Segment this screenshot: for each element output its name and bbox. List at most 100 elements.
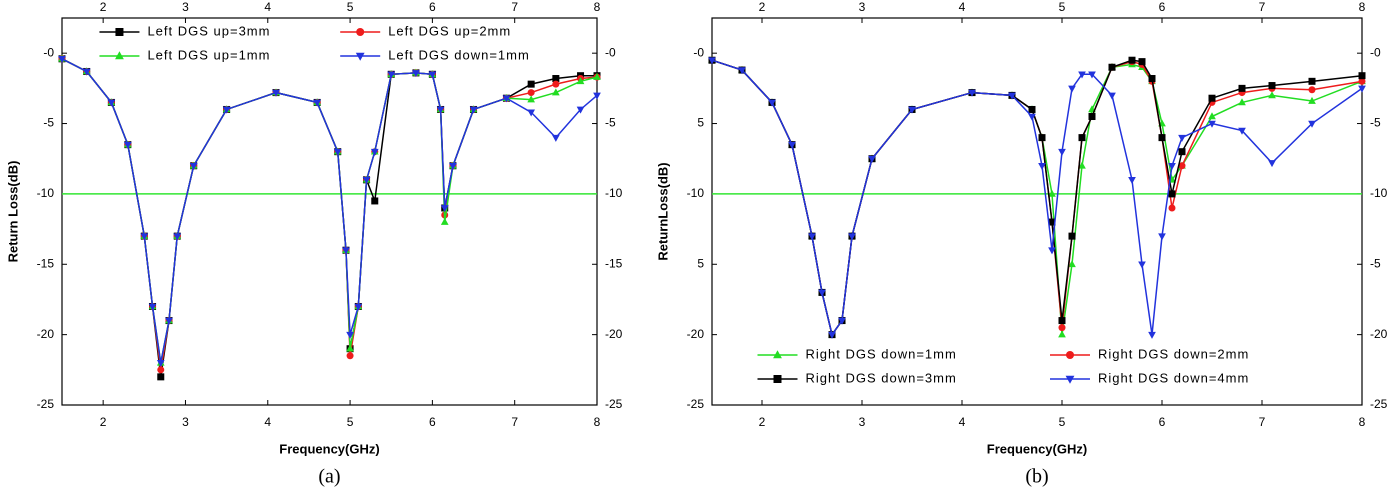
marker — [1048, 247, 1056, 255]
marker — [440, 217, 449, 225]
marker — [440, 205, 449, 213]
marker — [428, 71, 437, 79]
marker — [1068, 85, 1076, 93]
x-tick-label-top: 8 — [594, 0, 601, 14]
marker — [1048, 189, 1056, 197]
x-tick-label: 5 — [1059, 415, 1066, 429]
marker — [1065, 375, 1075, 384]
x-tick-label: 7 — [511, 415, 518, 429]
marker — [773, 375, 782, 383]
marker — [333, 148, 342, 156]
x-axis-label: Frequency(GHz) — [987, 441, 1087, 456]
marker — [1138, 261, 1146, 269]
marker — [1158, 134, 1166, 142]
marker — [157, 366, 165, 374]
marker — [968, 89, 976, 97]
y-tick-label: -0 — [43, 45, 54, 59]
marker — [356, 28, 365, 36]
y-tick-label: 5 — [697, 256, 704, 270]
marker — [838, 317, 846, 325]
x-tick-label: 4 — [264, 415, 271, 429]
x-tick-label: 8 — [1359, 415, 1366, 429]
marker — [371, 197, 379, 205]
x-tick-label-top: 4 — [264, 0, 271, 14]
marker — [808, 233, 816, 241]
marker — [1358, 85, 1366, 93]
marker — [1168, 190, 1176, 198]
marker — [1238, 84, 1246, 92]
marker — [387, 71, 396, 79]
y-axis-label: ReturnLoss(dB) — [655, 162, 670, 260]
marker — [362, 177, 371, 185]
marker — [527, 89, 535, 97]
marker — [1238, 98, 1246, 106]
marker — [552, 75, 560, 83]
marker — [1178, 148, 1186, 156]
legend-label: Right DGS down=3mm — [806, 370, 957, 385]
x-tick-label: 4 — [959, 415, 966, 429]
marker — [157, 373, 165, 381]
marker — [1068, 232, 1076, 240]
x-tick-label-top: 7 — [1259, 0, 1266, 14]
marker — [1068, 260, 1076, 268]
y-tick-label: -20 — [687, 327, 705, 341]
marker — [551, 134, 560, 142]
marker — [355, 52, 365, 61]
y2-tick-label: -20 — [1370, 327, 1388, 341]
marker — [1078, 161, 1086, 169]
marker — [1308, 86, 1316, 94]
x-tick-label-top: 2 — [759, 0, 766, 14]
y-tick-label: -10 — [37, 186, 55, 200]
marker — [1058, 330, 1066, 338]
marker — [502, 95, 511, 103]
marker — [818, 289, 826, 297]
series-line — [711, 59, 1363, 337]
marker — [1308, 77, 1316, 85]
marker — [1058, 317, 1066, 325]
y2-tick-label: -5 — [1370, 256, 1381, 270]
marker — [342, 247, 350, 255]
y2-tick-label: -10 — [1370, 186, 1388, 200]
marker — [156, 359, 165, 367]
marker — [1058, 148, 1066, 156]
marker — [346, 352, 354, 360]
x-tick-label-top: 6 — [429, 0, 436, 14]
marker — [354, 303, 363, 311]
legend-label: Right DGS down=1mm — [806, 346, 957, 361]
marker — [272, 89, 280, 97]
marker — [1268, 82, 1276, 90]
y-tick-label: -10 — [687, 186, 705, 200]
marker — [527, 109, 536, 117]
marker — [1028, 113, 1036, 121]
x-tick-label: 5 — [347, 415, 354, 429]
x-tick-label-top: 5 — [1059, 0, 1066, 14]
marker — [222, 106, 231, 114]
marker — [1038, 162, 1046, 170]
marker — [1178, 162, 1186, 170]
marker — [123, 141, 132, 149]
x-tick-label: 2 — [759, 415, 766, 429]
marker — [412, 70, 420, 78]
legend-label: Left DGS down=1mm — [388, 47, 530, 62]
x-tick-label: 3 — [182, 415, 189, 429]
x-tick-label-top: 3 — [182, 0, 189, 14]
marker — [773, 350, 782, 359]
x-tick-label-top: 6 — [1159, 0, 1166, 14]
marker — [768, 99, 776, 107]
x-tick-label-top: 3 — [859, 0, 866, 14]
y-tick-label: -20 — [37, 327, 55, 341]
marker — [165, 317, 173, 325]
marker — [1028, 105, 1036, 113]
marker — [551, 88, 560, 96]
plot-frame — [711, 17, 1363, 406]
x-tick-label: 6 — [1159, 415, 1166, 429]
y2-tick-label: -0 — [605, 45, 616, 59]
series-line — [61, 58, 598, 363]
marker — [115, 51, 124, 60]
marker — [370, 148, 379, 156]
marker — [1158, 233, 1166, 241]
marker — [1038, 134, 1046, 142]
marker — [436, 106, 445, 114]
caption: (a) — [318, 466, 340, 488]
